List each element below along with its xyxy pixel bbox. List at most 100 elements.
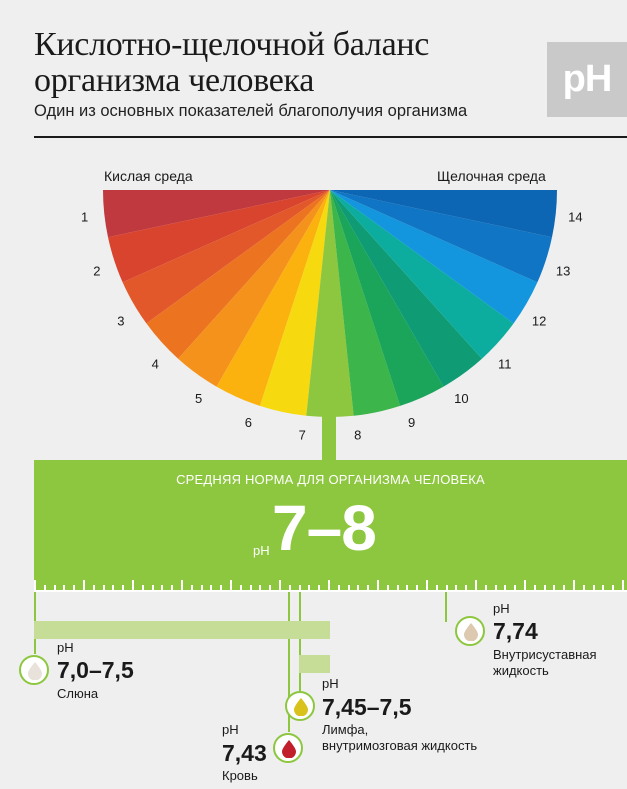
fan-segment [330, 190, 514, 359]
lymph-line [299, 592, 301, 692]
acid-label: Кислая среда [104, 168, 193, 184]
fan-segment [330, 190, 401, 416]
ruler-tick [220, 585, 223, 592]
ruler-tick [318, 585, 321, 592]
fan-segment [330, 190, 444, 406]
ruler-tick [288, 585, 291, 592]
lymph-name-line-1: Лимфа, [322, 722, 369, 737]
ph-scale-label: 10 [454, 391, 468, 406]
ruler-tick [377, 580, 379, 592]
ruler-tick [357, 585, 360, 592]
fan-segment [216, 190, 330, 406]
ph-scale-label: 1 [81, 210, 88, 225]
drop-icon [294, 698, 308, 716]
ruler-tick [435, 585, 438, 592]
ph-scale-label: 7 [299, 427, 306, 442]
blood-line [288, 592, 290, 732]
ruler-baseline [34, 590, 627, 592]
ruler-tick [592, 585, 595, 592]
ruler-tick [573, 580, 575, 592]
ruler-tick [416, 585, 419, 592]
ph-scale-label: 12 [532, 313, 546, 328]
ruler-tick [279, 580, 281, 592]
ruler-tick [43, 585, 46, 592]
ruler-tick [524, 580, 526, 592]
drop-icon [282, 740, 296, 758]
ruler-tick [230, 580, 232, 592]
fan-segment [330, 190, 538, 324]
ruler-tick [543, 585, 546, 592]
joint-drop-badge [455, 616, 485, 646]
ruler-tick [239, 585, 242, 592]
ruler-tick [190, 585, 193, 592]
ruler-tick [602, 585, 605, 592]
ruler-tick [53, 585, 56, 592]
ruler-tick [151, 585, 154, 592]
ph-scale-label: 2 [93, 264, 100, 279]
ruler-tick [563, 585, 566, 592]
blood-name: Кровь [222, 768, 258, 783]
lymph-value: 7,45–7,5 [322, 694, 412, 720]
ph-scale-label: 11 [498, 357, 512, 372]
ruler-tick [328, 580, 330, 592]
ph-scale-label: 14 [568, 210, 582, 225]
ruler-tick [553, 585, 556, 592]
ph-ruler [34, 575, 627, 592]
ruler-tick [396, 585, 399, 592]
title-line-1: Кислотно-щелочной баланс [34, 26, 430, 63]
ruler-tick [73, 585, 76, 592]
ruler-tick [161, 585, 164, 592]
ruler-tick [181, 580, 183, 592]
joint-ph-label: pH [493, 601, 510, 616]
ruler-tick [582, 585, 585, 592]
ruler-tick [514, 585, 517, 592]
saliva-name: Слюна [57, 686, 99, 701]
fan-segment [330, 190, 557, 238]
alkaline-label: Щелочная среда [437, 168, 546, 184]
lymph-ph-label: pH [322, 676, 339, 691]
ruler-tick [612, 585, 615, 592]
drop-icon [28, 662, 42, 680]
ph-scale-label: 4 [152, 357, 159, 372]
joint-line [445, 592, 447, 622]
page-title: Кислотно-щелочной баланс организма челов… [34, 27, 429, 99]
fan-segment [146, 190, 330, 359]
fan-segment [178, 190, 330, 387]
saliva-range-bar [34, 621, 330, 639]
ruler-tick [249, 585, 252, 592]
ruler-tick [533, 585, 536, 592]
ruler-tick [455, 585, 458, 592]
blood-drop-badge [273, 733, 303, 763]
fan-segment [122, 190, 330, 324]
ruler-tick [102, 585, 105, 592]
ruler-tick [367, 585, 370, 592]
ruler-tick [298, 585, 301, 592]
lymph-range-bar [299, 655, 330, 673]
norm-ph-label: pH [253, 543, 270, 558]
page-subtitle: Один из основных показателей благополучи… [34, 102, 468, 120]
ph-scale-label: 3 [117, 313, 124, 328]
ruler-tick [132, 580, 134, 592]
norm-panel: СРЕДНЯЯ НОРМА ДЛЯ ОРГАНИЗМА ЧЕЛОВЕКА pH … [34, 460, 627, 592]
ph-scale-label: 9 [408, 415, 415, 430]
joint-value: 7,74 [493, 618, 538, 644]
ruler-tick [122, 585, 125, 592]
ph-scale-label: 8 [354, 427, 361, 442]
lymph-name-line-2: внутримозговая жидкость [322, 738, 478, 753]
ruler-tick [494, 585, 497, 592]
ruler-tick [259, 585, 262, 592]
ruler-tick [200, 585, 203, 592]
ph-scale-label: 13 [556, 264, 570, 279]
ruler-tick [484, 585, 487, 592]
drop-icon [464, 623, 478, 641]
joint-name-line-1: Внутрисуставная [493, 647, 597, 662]
fan-segment [330, 190, 482, 387]
ruler-tick [171, 585, 174, 592]
norm-value: 7–8 [272, 492, 377, 564]
joint-name-line-2: жидкость [493, 663, 549, 678]
fan-segment [330, 190, 552, 283]
ruler-tick [210, 585, 213, 592]
ph-logo: pH [547, 42, 627, 117]
ruler-tick [622, 580, 624, 592]
